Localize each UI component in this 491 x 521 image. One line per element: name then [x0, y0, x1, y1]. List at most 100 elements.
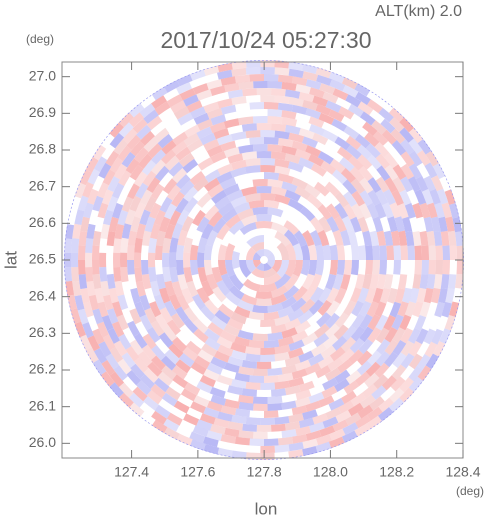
echo-cell	[271, 423, 286, 432]
echo-cell	[160, 149, 177, 165]
echo-cell	[374, 362, 390, 378]
echo-cell	[264, 248, 272, 258]
echo-cell	[217, 62, 233, 73]
echo-cell	[281, 110, 297, 120]
echo-cell	[414, 315, 427, 331]
echo-cell	[309, 273, 322, 290]
echo-cell	[379, 260, 387, 275]
echo-cell	[151, 410, 167, 425]
echo-cell	[189, 244, 199, 260]
echo-cell	[106, 231, 116, 247]
echo-cell	[416, 354, 431, 370]
echo-cell	[220, 330, 237, 343]
echo-cell	[231, 450, 247, 460]
echo-cell	[129, 103, 145, 118]
echo-cell	[175, 306, 189, 323]
echo-cell	[78, 260, 86, 275]
echo-cell	[238, 394, 254, 404]
echo-cell	[274, 273, 291, 290]
echo-cell	[87, 168, 101, 185]
echo-cell	[92, 274, 102, 290]
echo-cell	[288, 442, 304, 452]
echo-cell	[429, 188, 441, 205]
echo-cell	[189, 260, 199, 276]
echo-cell	[288, 347, 304, 359]
echo-cell	[388, 397, 405, 413]
echo-cell	[194, 355, 211, 369]
echo-cell	[168, 293, 182, 310]
echo-cell	[415, 328, 429, 345]
echo-cell	[270, 293, 287, 306]
echo-cell	[148, 237, 157, 253]
echo-cell	[321, 385, 338, 399]
echo-cell	[223, 362, 240, 374]
echo-cell	[290, 297, 307, 312]
echo-cell	[256, 361, 272, 369]
echo-cell	[357, 216, 369, 233]
echo-cell	[308, 260, 317, 276]
echo-cell	[399, 314, 412, 331]
echo-cell	[355, 414, 371, 429]
echo-cell	[183, 267, 193, 283]
echo-cell	[166, 184, 181, 201]
echo-cell	[387, 287, 398, 304]
echo-cell	[408, 176, 421, 192]
echo-cell	[117, 358, 132, 375]
echo-cell	[203, 444, 220, 455]
echo-cell	[231, 60, 247, 70]
x-tick-label: 128.2	[379, 464, 414, 480]
echo-cell	[225, 214, 241, 229]
echo-cell	[260, 382, 276, 390]
echo-cell	[334, 191, 350, 208]
echo-cell	[325, 100, 342, 113]
echo-cell	[193, 177, 209, 192]
echo-cell	[288, 377, 305, 388]
echo-cell	[85, 156, 99, 173]
echo-cell	[332, 169, 348, 185]
echo-cell	[151, 149, 166, 165]
echo-cell	[70, 308, 82, 324]
echo-cell	[267, 144, 283, 153]
echo-cell	[285, 242, 296, 260]
echo-cell	[412, 273, 422, 289]
echo-cell	[241, 293, 258, 306]
echo-cell	[203, 260, 213, 276]
echo-cell	[288, 68, 304, 78]
echo-cell	[203, 328, 220, 343]
echo-cell	[206, 430, 223, 441]
echo-cell	[85, 267, 94, 282]
echo-cell	[196, 89, 213, 101]
echo-cell	[408, 353, 423, 370]
echo-cell	[295, 148, 311, 161]
echo-cell	[209, 121, 226, 134]
echo-cell	[87, 188, 99, 205]
echo-cell	[419, 274, 429, 290]
echo-cell	[456, 245, 464, 260]
echo-cell	[312, 132, 329, 146]
echo-cell	[387, 216, 398, 233]
echo-cell	[389, 202, 402, 219]
echo-cell	[301, 286, 316, 303]
echo-cell	[238, 116, 254, 126]
echo-cell	[267, 179, 284, 189]
echo-cell	[399, 387, 415, 403]
echo-cell	[350, 392, 367, 407]
echo-cell	[211, 266, 223, 283]
echo-cell	[334, 202, 349, 220]
echo-cell	[358, 338, 374, 355]
echo-cell	[176, 433, 193, 446]
echo-cell	[192, 318, 209, 334]
echo-cell	[345, 412, 362, 426]
echo-cell	[436, 188, 449, 205]
echo-cell	[218, 244, 228, 260]
echo-cell	[359, 190, 373, 207]
echo-cell	[83, 301, 94, 318]
echo-cell	[154, 165, 170, 182]
echo-cell	[183, 186, 199, 202]
echo-cell	[128, 392, 145, 408]
echo-cell	[166, 412, 183, 426]
echo-cell	[434, 202, 445, 219]
echo-cell	[375, 314, 389, 331]
echo-cell	[393, 245, 401, 260]
x-tick-label: 127.4	[114, 464, 149, 480]
